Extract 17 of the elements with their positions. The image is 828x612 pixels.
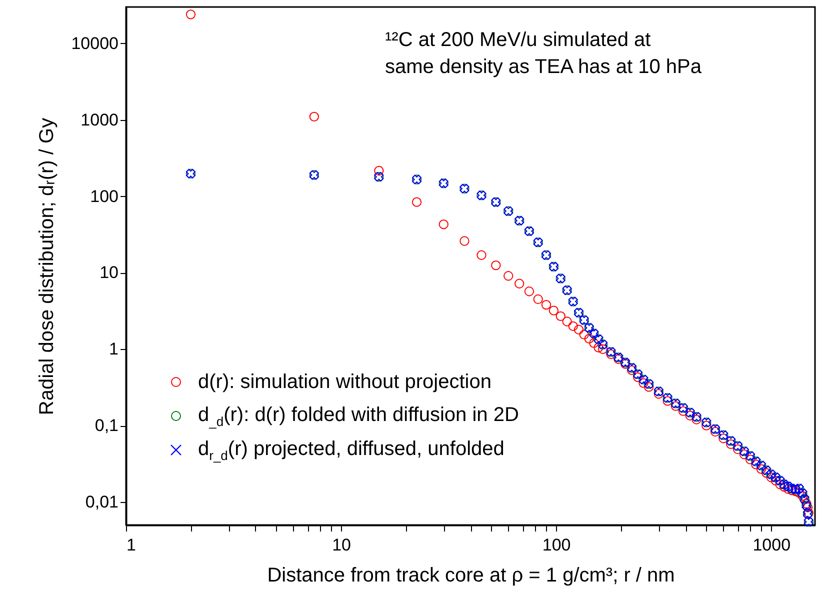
y-tick-label: 0,01 (85, 492, 118, 512)
y-tick-label: 10 (100, 263, 118, 282)
y-tick-label: 0,1 (94, 416, 118, 436)
y-tick-label: 100 (90, 186, 118, 206)
x-tick-label: 100 (542, 536, 571, 554)
y-tick-label: 1000 (80, 110, 118, 130)
y-axis-title: Radial dose distribution; dᵣ(r) / Gy (36, 118, 58, 416)
legend-label: d(r): simulation without projection (198, 370, 492, 394)
legend-label: d$_{r_d}$(r) projected, diffused, unfolded (198, 438, 504, 462)
x-tick-label: 10 (332, 536, 351, 554)
x-axis-title: Distance from track core at ρ = 1 g/cm³; r / nm (267, 564, 675, 586)
y-tick-label: 10000 (71, 34, 118, 53)
annotation: ¹²C at 200 MeV/u simulated at same density as TEA has at 10 hPa (385, 28, 702, 80)
x-tick-label: 1 (126, 536, 136, 554)
x-tick-label: 1000 (752, 536, 791, 554)
legend-label: d$_{_d}$(r): d(r) folded with diffusion in 2D (198, 404, 519, 428)
y-tick-label: 1 (109, 340, 118, 359)
